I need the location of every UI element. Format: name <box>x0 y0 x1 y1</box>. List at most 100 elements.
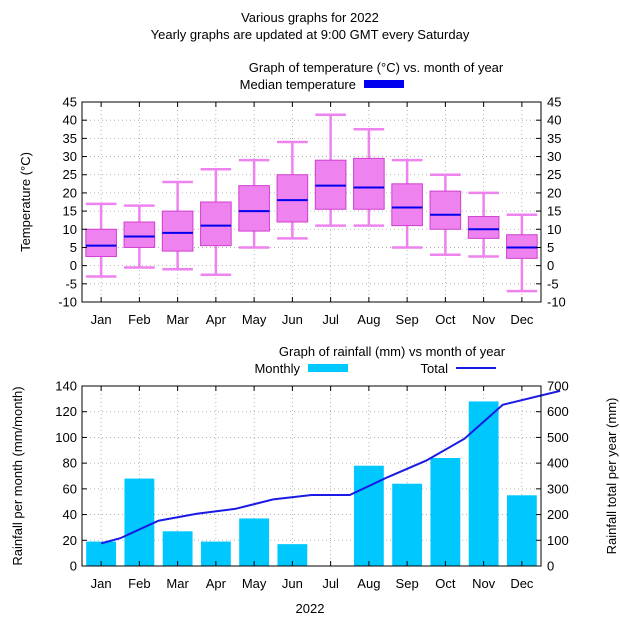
temp-y2tick-label: -10 <box>547 295 566 310</box>
rain-bars <box>86 401 537 566</box>
temp-box-mar <box>161 210 194 252</box>
temp-legend-label: Median temperature <box>240 77 356 92</box>
temp-ytick-label: 35 <box>63 131 77 146</box>
temp-box-sep <box>391 183 423 227</box>
rain-bar-oct <box>430 458 461 566</box>
rain-ytick-label: 140 <box>55 379 77 394</box>
temp-y2tick-label: 15 <box>547 204 561 219</box>
temp-ytick-label: 0 <box>70 258 77 273</box>
temp-xtick-label: Mar <box>166 312 189 327</box>
rain-y2tick-label: 700 <box>547 379 569 394</box>
temp-box-apr <box>200 201 232 247</box>
temp-y2tick-label: -5 <box>547 276 559 291</box>
rain-bar-dec <box>506 495 537 566</box>
rain-xtick-label: Apr <box>206 576 227 591</box>
rain-total-line <box>100 389 561 545</box>
temp-y2tick-label: 40 <box>547 113 561 128</box>
rain-ytick-label: 40 <box>63 507 77 522</box>
temp-xtick-label: Apr <box>206 312 227 327</box>
temp-ytick-label: 40 <box>63 113 77 128</box>
temp-xtick-label: Oct <box>435 312 456 327</box>
rain-ytick-label: 100 <box>55 430 77 445</box>
temp-grid <box>82 102 541 302</box>
rain-y2tick-label: 100 <box>547 533 569 548</box>
rain-y-axis-label: Rainfall per month (mm/month) <box>10 386 25 565</box>
rain-xtick-label: Sep <box>396 576 419 591</box>
temp-y2tick-label: 20 <box>547 185 561 200</box>
rain-xtick-label: Aug <box>357 576 380 591</box>
temp-ytick-label: 30 <box>63 149 77 164</box>
rain-xtick-label: Oct <box>435 576 456 591</box>
figure-subtitle: Yearly graphs are updated at 9:00 GMT ev… <box>151 27 470 42</box>
rain-xtick-label: Dec <box>510 576 534 591</box>
temp-box-feb <box>123 221 156 248</box>
temp-xtick-label: Aug <box>357 312 380 327</box>
temp-box-jun <box>276 174 309 223</box>
temp-box-oct <box>429 190 462 230</box>
temp-ytick-label: -5 <box>65 276 77 291</box>
temp-ytick-label: 10 <box>63 222 77 237</box>
temp-ytick-label: 20 <box>63 185 77 200</box>
rain-xtick-label: Jun <box>282 576 303 591</box>
rain-xtick-label: May <box>242 576 267 591</box>
temp-box-may <box>238 185 270 232</box>
rain-xtick-label: Jul <box>322 576 339 591</box>
rain-ytick-label: 120 <box>55 404 77 419</box>
temp-tick-labels: -10 -10 -5 -5 0 0 5 5 10 10 15 15 20 20 25 25 30 30 35 35 40… <box>58 95 566 328</box>
temp-xtick-label: Jun <box>282 312 303 327</box>
temp-box-nov <box>467 216 500 239</box>
rain-y2tick-label: 300 <box>547 481 569 496</box>
temp-y2tick-label: 45 <box>547 95 561 110</box>
temp-ytick-label: 45 <box>63 95 77 110</box>
temp-xtick-label: May <box>242 312 267 327</box>
rainfall-chart: Graph of rainfall (mm) vs month of year … <box>10 344 619 616</box>
rain-y2-axis-label: Rainfall total per year (mm) <box>604 398 619 555</box>
rain-xtick-label: Nov <box>472 576 496 591</box>
temp-xtick-label: Nov <box>472 312 496 327</box>
temp-y2tick-label: 25 <box>547 167 561 182</box>
rain-y2tick-label: 400 <box>547 456 569 471</box>
rain-legend-monthly-label: Monthly <box>254 361 300 376</box>
temp-ytick-label: 25 <box>63 167 77 182</box>
temp-box-jan <box>85 228 117 258</box>
rain-bar-nov <box>468 401 499 566</box>
temp-ytick-label: 5 <box>70 240 77 255</box>
rain-xtick-label: Feb <box>128 576 150 591</box>
temp-y2tick-label: 35 <box>547 131 561 146</box>
rain-bar-feb <box>124 478 155 566</box>
rain-legend-monthly-swatch <box>308 364 348 372</box>
temp-y2tick-label: 0 <box>547 258 554 273</box>
temp-y2tick-label: 10 <box>547 222 561 237</box>
rain-plot-frame <box>81 385 542 567</box>
temperature-chart: Graph of temperature (°C) vs. month of y… <box>18 60 566 327</box>
temp-xtick-label: Dec <box>510 312 534 327</box>
temp-ytick-label: 15 <box>63 204 77 219</box>
rain-y2tick-label: 200 <box>547 507 569 522</box>
rain-y2tick-label: 500 <box>547 430 569 445</box>
rain-tick-labels: 0 20 40 60 80 100 120 140 0 100 200 300 400 500 600 700… <box>55 379 568 592</box>
rain-bar-may <box>239 518 270 566</box>
temp-legend-swatch <box>364 80 404 88</box>
rain-bar-mar <box>162 531 193 566</box>
temp-y2tick-label: 30 <box>547 149 561 164</box>
rain-xtick-label: Mar <box>166 576 189 591</box>
temp-xtick-label: Sep <box>396 312 419 327</box>
rain-chart-title: Graph of rainfall (mm) vs month of year <box>279 344 506 359</box>
rain-ytick-label: 0 <box>70 559 77 574</box>
temp-chart-title: Graph of temperature (°C) vs. month of y… <box>249 60 504 75</box>
temp-y-axis-label: Temperature (°C) <box>18 152 33 252</box>
temp-xtick-label: Jul <box>322 312 339 327</box>
temp-boxes <box>85 113 538 293</box>
temp-ytick-label: -10 <box>58 295 77 310</box>
rain-x-axis-label: 2022 <box>296 601 325 616</box>
temp-y2tick-label: 5 <box>547 240 554 255</box>
rain-ytick-label: 20 <box>63 533 77 548</box>
temp-box-aug <box>353 157 385 210</box>
rain-y2tick-label: 600 <box>547 404 569 419</box>
temp-xtick-label: Feb <box>128 312 150 327</box>
figure-title: Various graphs for 2022 <box>241 10 379 25</box>
rain-grid <box>82 386 541 566</box>
rain-bar-jun <box>277 544 308 566</box>
rain-y2tick-label: 0 <box>547 559 554 574</box>
